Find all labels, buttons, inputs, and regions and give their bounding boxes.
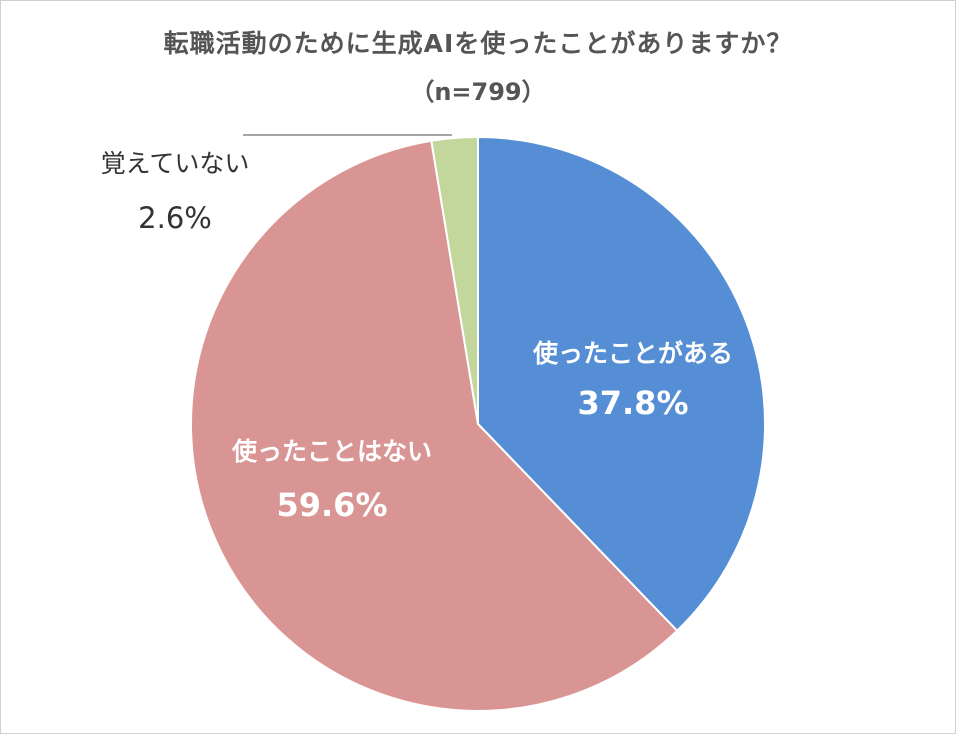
pie-slice-2 <box>190 139 679 712</box>
slice-label-3: 覚えていない <box>101 149 250 178</box>
pie-slices <box>190 135 766 712</box>
pie-slice-3 <box>430 135 479 425</box>
slice-label-2: 使ったことはない <box>231 437 432 466</box>
chart-title: 転職活動のために生成AIを使ったことがありますか？ <box>163 29 793 58</box>
chart-subtitle: （n=799） <box>410 78 546 106</box>
slice-value-3: 2.6% <box>138 201 212 235</box>
pie-slice-1 <box>477 135 766 633</box>
slice-value-1: 37.8% <box>577 384 688 422</box>
pie-labels: 使ったことがある 37.8% 使ったことはない 59.6% 覚えていない 2.6% <box>101 149 733 524</box>
slice-label-1: 使ったことがある <box>532 339 733 368</box>
slice-value-2: 59.6% <box>276 486 387 524</box>
